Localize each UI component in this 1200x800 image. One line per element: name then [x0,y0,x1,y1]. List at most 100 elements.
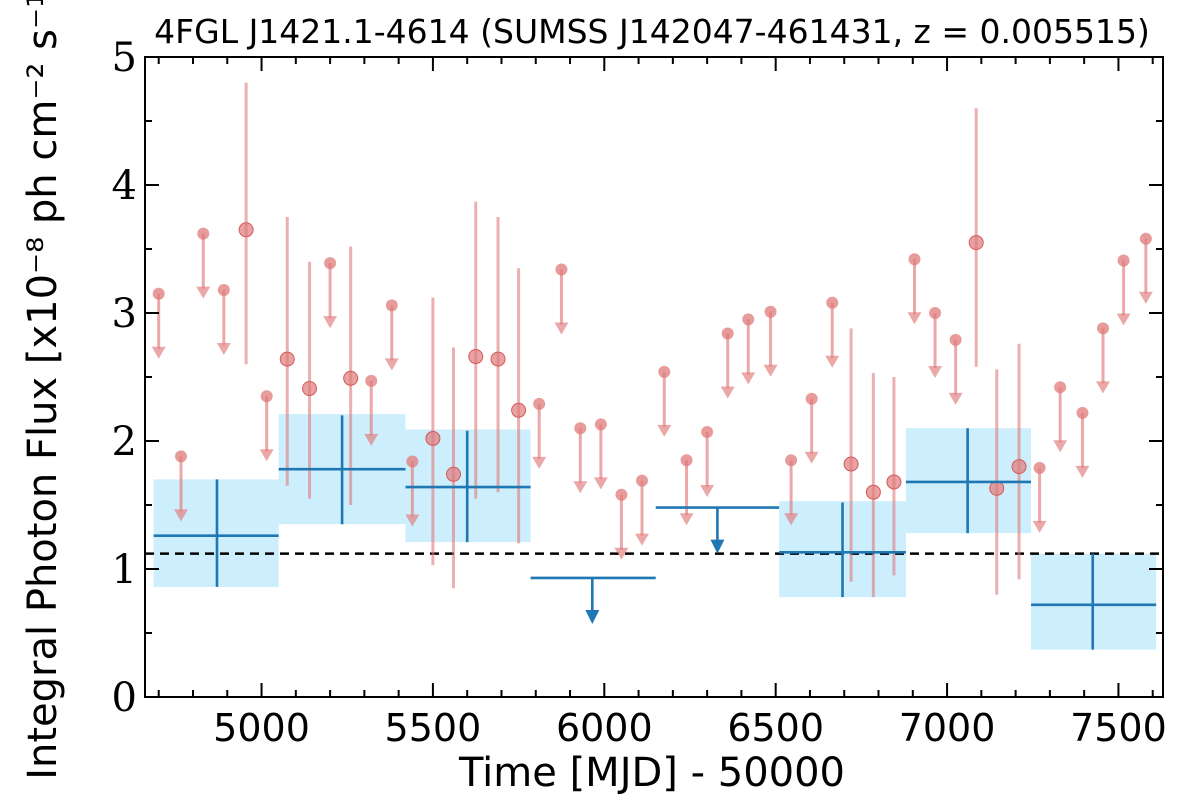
long-bin-ul-arrowhead-1 [710,539,725,554]
short-bin-ul-arrowhead-3 [216,342,231,355]
chart-title: 4FGL J1421.1-4614 (SUMSS J142047-461431,… [154,12,1150,51]
short-bin-ul-point-16 [680,454,693,467]
y-tick-label-0: 0 [112,675,137,721]
short-bin-point-3 [343,370,359,386]
short-bin-ul-point-29 [1076,406,1089,419]
x-tick-label-4: 7000 [899,706,996,750]
short-bin-point-1 [279,351,295,367]
short-bin-ul-point-25 [929,307,942,319]
short-bin-ul-arrowhead-23 [825,355,840,368]
plot-area: 5000 5500 6000 6500 7000 7500 0 1 2 3 4 5 [112,35,1167,750]
x-axis-label: Time [MJD] - 50000 [458,750,845,796]
short-bin-point-13 [989,480,1005,496]
short-bin-ul-arrowhead-31 [1116,313,1131,326]
x-tick-label-3: 6500 [727,706,824,750]
short-bin-ul-point-3 [217,283,230,296]
short-bin-ul-arrowhead-7 [384,358,399,371]
short-bin-ul-point-30 [1097,322,1110,335]
short-bin-ul-arrowhead-17 [700,485,715,498]
short-bin-ul-arrowhead-1 [173,509,188,522]
short-bin-ul-arrowhead-28 [1053,440,1068,453]
short-bin-ul-point-6 [365,374,378,387]
short-bin-point-14 [1011,459,1027,475]
short-bin-ul-point-14 [636,474,649,487]
short-bin-ul-arrowhead-11 [573,481,588,494]
x-tick-label-1: 5500 [385,706,482,750]
short-bin-ul-arrowhead-0 [151,346,166,359]
short-bin-ul-point-0 [152,287,165,300]
x-tick-label-2: 6000 [556,706,653,750]
short-bin-ul-arrowhead-10 [554,322,569,335]
short-bin-ul-arrowhead-20 [763,364,778,377]
y-tick-label-2: 2 [112,419,137,465]
short-bin-ul-arrowhead-14 [635,533,650,546]
short-bin-ul-point-21 [785,454,798,467]
short-bin-ul-point-17 [701,426,714,439]
short-bin-ul-point-23 [826,296,839,309]
y-tick-label-1: 1 [112,547,137,593]
short-bin-point-2 [302,381,318,397]
short-bin-ul-point-15 [658,365,671,378]
short-bin-ul-point-27 [1033,461,1046,474]
short-bin-point-8 [511,402,527,418]
short-bin-ul-arrowhead-27 [1032,520,1047,533]
short-bin-point-9 [843,456,859,472]
short-bin-ul-point-11 [574,422,587,435]
short-bin-point-5 [445,466,461,482]
short-bin-ul-arrowhead-15 [657,424,672,437]
y-tick-label-3: 3 [112,291,137,337]
short-bin-ul-arrowhead-2 [196,286,211,299]
short-bin-ul-arrowhead-8 [405,514,420,527]
short-bin-ul-point-13 [615,488,628,501]
short-bin-ul-point-18 [721,327,734,340]
short-bin-ul-point-4 [260,390,273,403]
short-bin-ul-point-19 [742,313,755,326]
short-bin-point-4 [425,430,441,446]
short-bin-ul-point-28 [1054,381,1067,394]
short-bin-ul-arrowhead-25 [928,366,943,378]
short-bin-ul-arrowhead-13 [614,547,629,560]
short-bin-ul-arrowhead-22 [804,451,819,464]
short-bin-ul-point-32 [1139,232,1152,245]
short-bin-ul-point-10 [555,263,568,276]
short-bin-ul-arrowhead-18 [720,386,735,399]
short-bin-ul-point-7 [385,299,398,312]
short-bin-ul-point-1 [174,450,187,463]
short-bin-ul-arrowhead-16 [679,513,694,526]
short-bin-ul-arrowhead-32 [1138,291,1153,304]
short-bin-ul-point-20 [764,305,777,318]
short-bin-point-11 [886,474,902,490]
x-tick-label-5: 7500 [1070,706,1167,750]
short-bin-ul-arrowhead-19 [741,372,756,385]
short-bin-ul-point-2 [197,227,210,240]
short-bin-ul-arrowhead-29 [1075,465,1090,478]
short-bin-ul-arrowhead-4 [259,449,274,462]
short-bin-point-10 [865,484,881,500]
short-bin-ul-point-5 [324,257,337,270]
short-bin-ul-arrowhead-24 [907,312,922,325]
short-bin-ul-arrowhead-26 [948,392,963,405]
short-bin-ul-point-22 [805,392,818,405]
short-bin-point-7 [490,351,506,367]
y-axis-label: Integral Photon Flux [x10⁻⁸ ph cm⁻² s⁻¹] [20,0,66,780]
short-bin-point-0 [238,222,254,238]
short-bin-ul-point-12 [594,418,607,431]
short-bin-ul-arrowhead-6 [364,433,379,446]
plot-frame [144,56,1164,698]
short-bin-ul-arrowhead-30 [1096,381,1111,394]
long-bin-ul-arrowhead-0 [585,610,600,625]
short-bin-ul-point-8 [406,455,419,468]
short-bin-ul-point-31 [1117,254,1130,267]
short-bin-ul-point-9 [533,397,546,410]
short-bin-point-6 [468,349,484,365]
short-bin-ul-arrowhead-5 [323,316,338,329]
y-tick-label-4: 4 [112,163,137,209]
short-bin-ul-arrowhead-9 [532,456,547,469]
short-bin-ul-arrowhead-21 [784,513,799,526]
y-tick-label-5: 5 [112,35,137,81]
short-bin-ul-point-24 [908,253,921,266]
short-bin-ul-arrowhead-12 [593,477,608,490]
x-tick-label-0: 5000 [213,706,310,750]
short-bin-ul-point-26 [949,333,962,346]
